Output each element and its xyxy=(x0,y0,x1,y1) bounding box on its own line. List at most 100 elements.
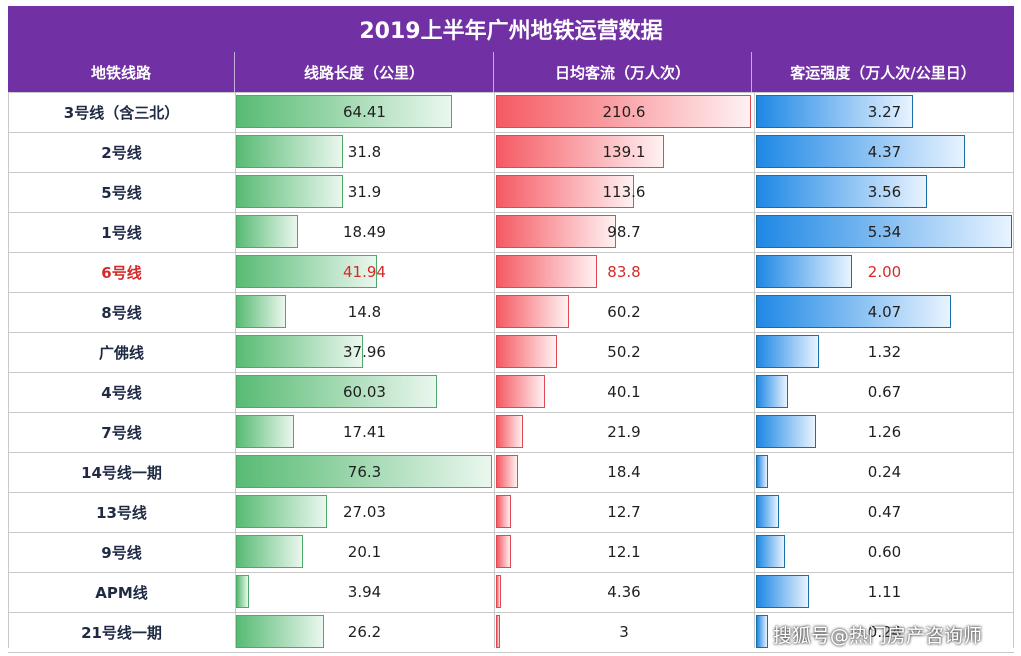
intensity-value-label: 2.00 xyxy=(867,263,902,281)
length-bar xyxy=(236,175,344,208)
flow-value-label: 3 xyxy=(619,623,629,641)
length-bar xyxy=(236,575,250,608)
intensity-value-label: 1.26 xyxy=(867,423,902,441)
row-line-label: 5号线 xyxy=(101,183,142,202)
row-line-label: 3号线（含三北） xyxy=(63,103,180,122)
intensity-value-label: 0.24 xyxy=(867,623,902,641)
intensity-bar xyxy=(756,175,927,208)
intensity-value-label: 3.27 xyxy=(867,103,902,121)
page-title: 2019上半年广州地铁运营数据 xyxy=(8,6,1014,52)
column-divider xyxy=(235,92,236,648)
flow-bar xyxy=(496,175,634,208)
flow-bar xyxy=(496,255,598,288)
length-value-label: 64.41 xyxy=(343,103,386,121)
intensity-bar xyxy=(756,255,852,288)
row-divider xyxy=(8,572,1014,573)
intensity-value-label: 0.60 xyxy=(867,543,902,561)
row-line-label: 4号线 xyxy=(101,383,142,402)
row-divider xyxy=(8,612,1014,613)
length-bar xyxy=(236,455,492,488)
length-value-label: 41.94 xyxy=(343,263,386,281)
length-bar xyxy=(236,295,286,328)
intensity-value-label: 1.32 xyxy=(867,343,902,361)
intensity-bar xyxy=(756,535,785,568)
length-value-label: 31.9 xyxy=(347,183,382,201)
flow-bar xyxy=(496,615,500,648)
row-line-label: 9号线 xyxy=(101,543,142,562)
length-value-label: 27.03 xyxy=(343,503,386,521)
column-divider xyxy=(754,92,755,648)
flow-value-label: 60.2 xyxy=(607,303,641,321)
flow-bar xyxy=(496,575,502,608)
row-divider xyxy=(8,292,1014,293)
length-value-label: 17.41 xyxy=(343,423,386,441)
row-divider xyxy=(8,172,1014,173)
flow-bar xyxy=(496,335,557,368)
row-line-label: 广佛线 xyxy=(98,343,144,362)
length-bar xyxy=(236,255,377,288)
intensity-value-label: 0.67 xyxy=(867,383,902,401)
row-divider xyxy=(8,332,1014,333)
flow-bar xyxy=(496,295,569,328)
intensity-value-label: 5.34 xyxy=(867,223,902,241)
flow-bar xyxy=(496,455,519,488)
intensity-bar xyxy=(756,135,966,168)
length-value-label: 76.3 xyxy=(347,463,382,481)
length-value-label: 20.1 xyxy=(347,543,382,561)
row-line-label: 8号线 xyxy=(101,303,142,322)
length-value-label: 31.8 xyxy=(347,143,382,161)
row-line-label: APM线 xyxy=(95,583,148,602)
intensity-value-label: 4.37 xyxy=(867,143,902,161)
flow-value-label: 18.4 xyxy=(607,463,641,481)
length-value-label: 37.96 xyxy=(343,343,386,361)
row-line-label: 21号线一期 xyxy=(81,623,162,642)
intensity-bar xyxy=(756,615,768,648)
intensity-value-label: 0.24 xyxy=(867,463,902,481)
row-line-label: 6号线 xyxy=(101,263,142,282)
intensity-value-label: 0.47 xyxy=(867,503,902,521)
row-divider xyxy=(8,492,1014,493)
flow-bar xyxy=(496,375,545,408)
length-value-label: 3.94 xyxy=(347,583,382,601)
flow-value-label: 83.8 xyxy=(607,263,641,281)
row-divider xyxy=(8,372,1014,373)
intensity-bar xyxy=(756,415,817,448)
length-bar xyxy=(236,95,453,128)
intensity-bar xyxy=(756,455,768,488)
length-bar xyxy=(236,215,299,248)
flow-bar xyxy=(496,415,523,448)
length-bar xyxy=(236,335,364,368)
header-length: 线路长度（公里） xyxy=(235,52,494,92)
intensity-bar xyxy=(756,335,820,368)
length-value-label: 26.2 xyxy=(347,623,382,641)
row-divider xyxy=(8,532,1014,533)
intensity-value-label: 3.56 xyxy=(867,183,902,201)
length-value-label: 18.49 xyxy=(343,223,386,241)
row-divider xyxy=(8,412,1014,413)
length-value-label: 14.8 xyxy=(347,303,382,321)
row-divider xyxy=(8,652,1014,653)
intensity-bar xyxy=(756,295,952,328)
row-divider xyxy=(8,212,1014,213)
length-bar xyxy=(236,135,343,168)
flow-value-label: 113.6 xyxy=(602,183,646,201)
flow-value-label: 210.6 xyxy=(602,103,646,121)
intensity-bar xyxy=(756,95,913,128)
header-line: 地铁线路 xyxy=(8,52,235,92)
flow-value-label: 139.1 xyxy=(602,143,646,161)
length-bar xyxy=(236,415,295,448)
flow-bar xyxy=(496,215,616,248)
row-divider xyxy=(8,92,1014,93)
flow-value-label: 40.1 xyxy=(607,383,641,401)
column-divider xyxy=(1013,92,1014,648)
intensity-value-label: 1.11 xyxy=(867,583,902,601)
flow-bar xyxy=(496,95,751,128)
header-intensity: 客运强度（万人次/公里日） xyxy=(790,63,976,82)
flow-bar xyxy=(496,135,665,168)
flow-bar xyxy=(496,535,511,568)
row-divider xyxy=(8,452,1014,453)
column-divider xyxy=(494,92,495,648)
row-divider xyxy=(8,132,1014,133)
flow-value-label: 4.36 xyxy=(607,583,641,601)
flow-value-label: 50.2 xyxy=(607,343,641,361)
